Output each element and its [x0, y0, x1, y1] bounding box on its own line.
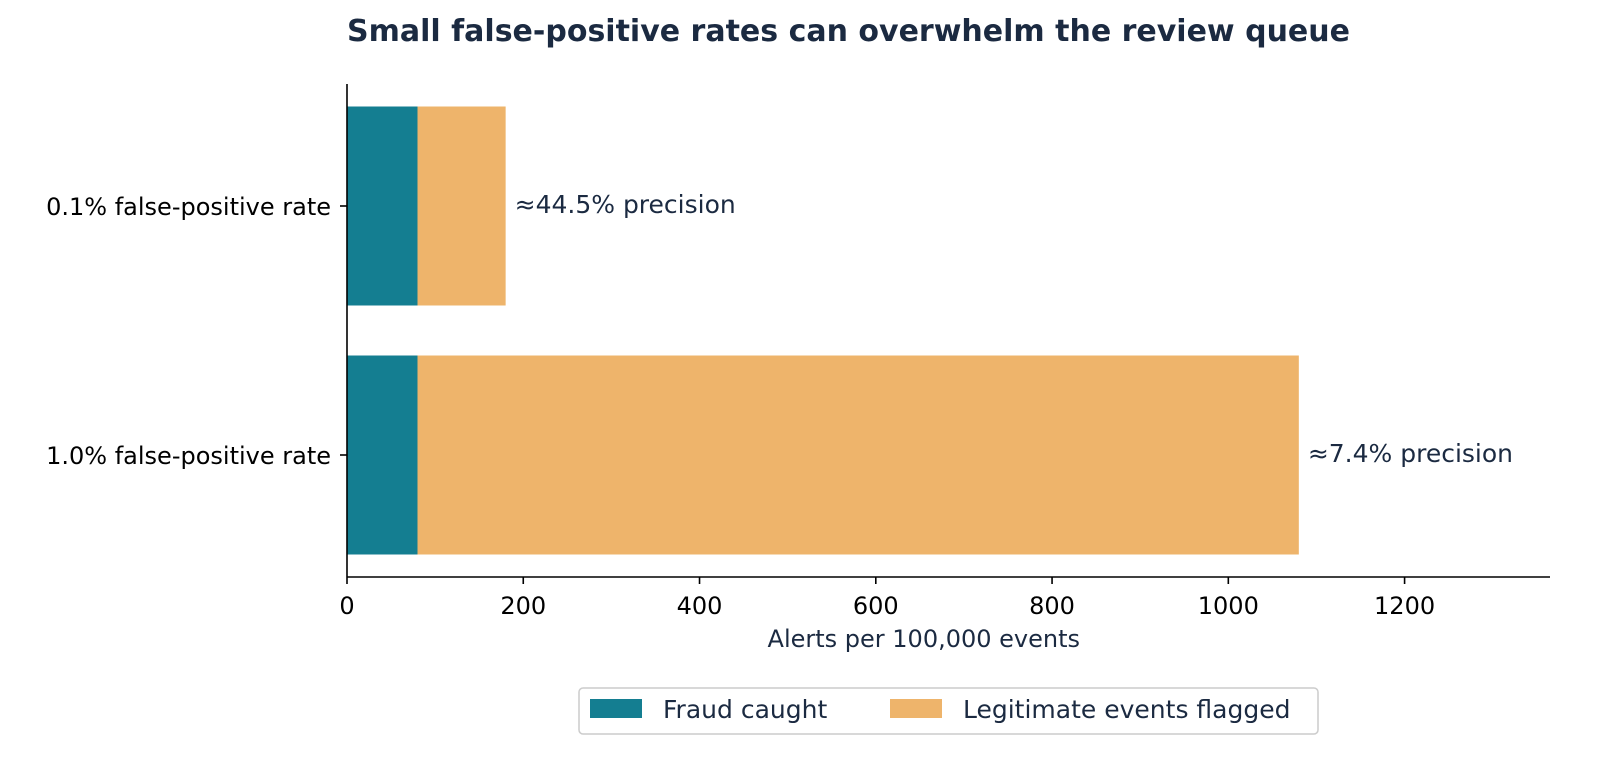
x-tick-label: 1200 [1374, 592, 1435, 620]
y-axis-ticks: 0.1% false-positive rate 1.0% false-posit… [46, 193, 347, 470]
x-tick-label: 200 [500, 592, 546, 620]
bar-fraud-caught-2 [347, 355, 418, 555]
x-tick-label: 0 [339, 592, 354, 620]
chart-title: Small false-positive rates can overwhelm… [347, 14, 1350, 49]
x-axis-label: Alerts per 100,000 events [768, 625, 1081, 653]
precision-annotation-1: ≈44.5% precision [515, 190, 736, 219]
x-axis-ticks: 0 200 400 600 800 1000 1200 [339, 577, 1435, 620]
category-label-1: 0.1% false-positive rate [46, 193, 331, 221]
bar-legitimate-events-flagged-2 [417, 355, 1299, 555]
precision-annotations: ≈44.5% precision ≈7.4% precision [515, 190, 1513, 468]
bar-legitimate-events-flagged-1 [417, 106, 506, 306]
legend-frame [578, 687, 1319, 735]
precision-annotation-2: ≈7.4% precision [1308, 439, 1513, 468]
legend-label-legitimate-events-flagged: Legitimate events flagged [963, 695, 1290, 724]
x-tick-label: 600 [853, 592, 899, 620]
legend-label-fraud-caught: Fraud caught [663, 695, 827, 724]
category-label-2: 1.0% false-positive rate [46, 442, 331, 470]
legend-swatch-legitimate-events-flagged [890, 699, 942, 718]
legend-swatch-fraud-caught [590, 699, 642, 718]
legend: Fraud caught Legitimate events flagged [578, 687, 1319, 735]
x-tick-label: 400 [677, 592, 723, 620]
x-tick-label: 800 [1029, 592, 1075, 620]
bars-group [347, 106, 1299, 555]
bar-fraud-caught-1 [347, 106, 418, 306]
x-tick-label: 1000 [1198, 592, 1259, 620]
